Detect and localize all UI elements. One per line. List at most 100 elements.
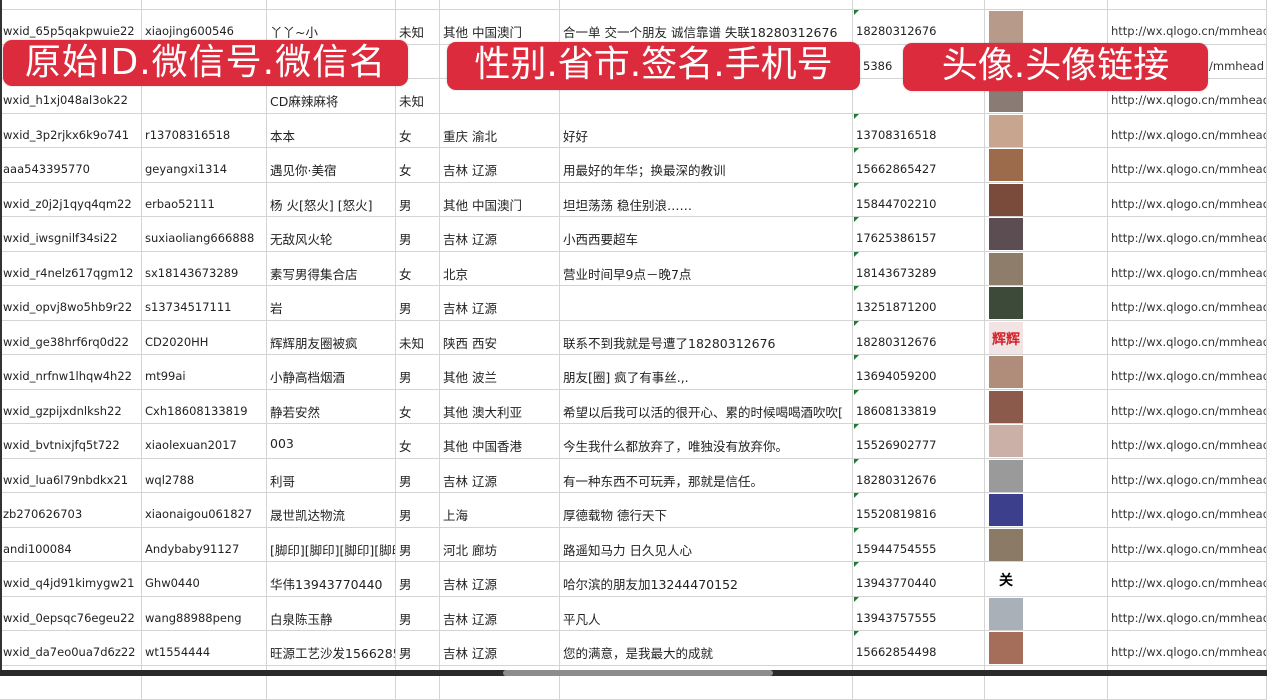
cell-region[interactable]: 其他 中国澳门 — [440, 10, 560, 44]
cell-name[interactable]: 辉辉朋友圈被疯 — [267, 321, 396, 355]
cell-gender[interactable]: 男 — [396, 355, 440, 389]
cell-sign[interactable]: 合一单 交一个朋友 诚信靠谱 失联18280312676 — [560, 10, 853, 44]
cell-gender[interactable]: 男 — [396, 217, 440, 251]
cell-url[interactable]: http://wx.qlogo.cn/mmhead — [1108, 148, 1267, 182]
cell-phone[interactable]: 15662865427 — [853, 148, 985, 182]
cell-url[interactable]: http://wx.qlogo.cn/mmhead — [1108, 183, 1267, 217]
cell-name[interactable]: [脚印][脚印][脚印][脚印] — [267, 528, 396, 562]
cell-id[interactable]: aaa543395770 — [0, 148, 142, 182]
cell-name[interactable]: 晟世凯达物流 — [267, 493, 396, 527]
cell-gender[interactable]: 女 — [396, 390, 440, 424]
cell-id[interactable]: wxid_gzpijxdnlksh22 — [0, 390, 142, 424]
cell-name[interactable]: 丫丫~小 — [267, 10, 396, 44]
cell-phone[interactable]: 13694059200 — [853, 355, 985, 389]
cell-gender[interactable]: 女 — [396, 148, 440, 182]
cell-wx[interactable]: Andybaby91127 — [142, 528, 267, 562]
cell-wx[interactable]: xiaojing600546 — [142, 10, 267, 44]
cell-phone[interactable]: 13943757555 — [853, 597, 985, 631]
cell-gender[interactable]: 女 — [396, 424, 440, 458]
cell-name[interactable]: 杨 火[怒火] [怒火] — [267, 183, 396, 217]
cell-phone[interactable]: 17625386157 — [853, 217, 985, 251]
cell-wx[interactable]: Cxh18608133819 — [142, 390, 267, 424]
cell-phone[interactable]: 15520819816 — [853, 493, 985, 527]
cell-wx[interactable]: erbao52111 — [142, 183, 267, 217]
cell-phone[interactable]: 18280312676 — [853, 321, 985, 355]
cell-phone[interactable]: 18280312676 — [853, 10, 985, 44]
cell-region[interactable]: 吉林 辽源 — [440, 217, 560, 251]
cell-phone[interactable]: 13708316518 — [853, 114, 985, 148]
cell-url[interactable]: http://wx.qlogo.cn/mmhead — [1108, 286, 1267, 320]
table-cell[interactable] — [440, 0, 560, 9]
cell-url[interactable]: http://wx.qlogo.cn/mmhead — [1108, 459, 1267, 493]
cell-id[interactable]: zb270626703 — [0, 493, 142, 527]
cell-id[interactable]: wxid_0epsqc76egeu22 — [0, 597, 142, 631]
cell-avatar[interactable] — [985, 597, 1108, 631]
cell-wx[interactable]: r13708316518 — [142, 114, 267, 148]
cell-avatar[interactable] — [985, 528, 1108, 562]
cell-url[interactable]: http://wx.qlogo.cn/mmhead — [1108, 355, 1267, 389]
cell-wx[interactable]: wt1554444 — [142, 631, 267, 665]
cell-avatar[interactable] — [985, 252, 1108, 286]
cell-wx[interactable]: s13734517111 — [142, 286, 267, 320]
cell-gender[interactable]: 男 — [396, 286, 440, 320]
cell-gender[interactable]: 男 — [396, 493, 440, 527]
cell-avatar[interactable] — [985, 217, 1108, 251]
cell-url[interactable]: http://wx.qlogo.cn/mmhead — [1108, 562, 1267, 596]
cell-sign[interactable] — [560, 286, 853, 320]
cell-sign[interactable]: 厚德载物 德行天下 — [560, 493, 853, 527]
cell-sign[interactable]: 有一种东西不可玩弄，那就是信任。 — [560, 459, 853, 493]
cell-name[interactable]: 素写男得集合店 — [267, 252, 396, 286]
table-cell[interactable] — [853, 0, 985, 9]
cell-phone[interactable]: 15844702210 — [853, 183, 985, 217]
cell-name[interactable]: 本本 — [267, 114, 396, 148]
cell-region[interactable]: 北京 — [440, 252, 560, 286]
cell-avatar[interactable] — [985, 493, 1108, 527]
cell-sign[interactable]: 好好 — [560, 114, 853, 148]
cell-phone[interactable]: 15662854498 — [853, 631, 985, 665]
cell-name[interactable]: 华伟13943770440 — [267, 562, 396, 596]
cell-name[interactable]: 岩 — [267, 286, 396, 320]
cell-avatar[interactable]: 关 — [985, 562, 1108, 596]
cell-phone[interactable]: 13251871200 — [853, 286, 985, 320]
cell-sign[interactable]: 您的满意，是我最大的成就 — [560, 631, 853, 665]
cell-wx[interactable]: suxiaoliang666888 — [142, 217, 267, 251]
cell-url[interactable]: http://wx.qlogo.cn/mmhead — [1108, 321, 1267, 355]
cell-region[interactable]: 吉林 辽源 — [440, 597, 560, 631]
cell-wx[interactable]: wql2788 — [142, 459, 267, 493]
table-cell[interactable] — [560, 0, 853, 9]
cell-region[interactable]: 其他 波兰 — [440, 355, 560, 389]
cell-phone[interactable]: 18608133819 — [853, 390, 985, 424]
cell-id[interactable]: wxid_lua6l79nbdkx21 — [0, 459, 142, 493]
cell-sign[interactable]: 朋友[圈] 疯了有事丝.,. — [560, 355, 853, 389]
cell-id[interactable]: wxid_r4nelz617qgm12 — [0, 252, 142, 286]
table-cell[interactable] — [0, 0, 142, 9]
cell-sign[interactable]: 哈尔滨的朋友加13244470152 — [560, 562, 853, 596]
cell-region[interactable]: 吉林 辽源 — [440, 148, 560, 182]
cell-region[interactable]: 吉林 辽源 — [440, 562, 560, 596]
cell-url[interactable]: http://wx.qlogo.cn/mmhead — [1108, 493, 1267, 527]
horizontal-scrollbar-thumb[interactable] — [503, 670, 773, 676]
cell-id[interactable]: wxid_bvtnixjfq5t722 — [0, 424, 142, 458]
cell-wx[interactable]: wang88988peng — [142, 597, 267, 631]
cell-name[interactable]: 静若安然 — [267, 390, 396, 424]
cell-avatar[interactable] — [985, 355, 1108, 389]
cell-id[interactable]: wxid_65p5qakpwuie22 — [0, 10, 142, 44]
cell-region[interactable]: 其他 中国香港 — [440, 424, 560, 458]
cell-gender[interactable]: 女 — [396, 114, 440, 148]
cell-name[interactable]: 003 — [267, 424, 396, 458]
cell-sign[interactable]: 联系不到我就是号遭了18280312676 — [560, 321, 853, 355]
cell-sign[interactable]: 营业时间早9点－晚7点 — [560, 252, 853, 286]
cell-gender[interactable]: 男 — [396, 183, 440, 217]
cell-phone[interactable]: 15944754555 — [853, 528, 985, 562]
cell-gender[interactable]: 未知 — [396, 321, 440, 355]
cell-id[interactable]: andi100084 — [0, 528, 142, 562]
cell-url[interactable]: http://wx.qlogo.cn/mmhead — [1108, 252, 1267, 286]
cell-url[interactable]: http://wx.qlogo.cn/mmhead — [1108, 114, 1267, 148]
cell-avatar[interactable] — [985, 114, 1108, 148]
table-cell[interactable] — [396, 0, 440, 9]
cell-url[interactable]: http://wx.qlogo.cn/mmhead — [1108, 217, 1267, 251]
cell-phone[interactable]: 18143673289 — [853, 252, 985, 286]
cell-id[interactable]: wxid_opvj8wo5hb9r22 — [0, 286, 142, 320]
cell-avatar[interactable]: 辉辉 — [985, 321, 1108, 355]
cell-url[interactable]: http://wx.qlogo.cn/mmhead — [1108, 597, 1267, 631]
